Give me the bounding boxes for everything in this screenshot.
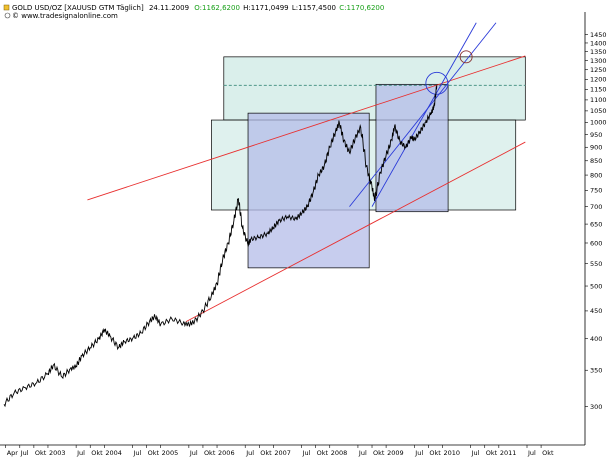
symbol-icon	[3, 4, 10, 11]
x-tick-label: 2006	[218, 449, 235, 457]
x-tick-label: Okt	[317, 449, 329, 457]
x-tick-label: Okt	[148, 449, 160, 457]
y-tick-label: 300	[590, 403, 602, 411]
x-tick-label: 2007	[274, 449, 291, 457]
y-tick-label: 850	[590, 157, 602, 165]
gold-price-line	[3, 85, 438, 408]
projection-box-upper	[223, 56, 526, 121]
y-tick-label: 1150	[590, 86, 607, 94]
x-tick-label: Jul	[527, 449, 536, 457]
y-tick-label: 1350	[590, 48, 607, 56]
blue-channel-lower	[371, 22, 477, 207]
x-tick-label: 2009	[387, 449, 404, 457]
symbol-label: GOLD USD/OZ [XAUUSD GTM Täglich]	[12, 4, 144, 12]
x-tick-label: Okt	[486, 449, 498, 457]
y-tick-label: 450	[590, 307, 602, 315]
y-tick-label: 1400	[590, 39, 607, 47]
x-tick-label: Okt	[91, 449, 103, 457]
date-label: 24.11.2009	[149, 4, 189, 12]
x-tick-label: Jul	[471, 449, 480, 457]
analysis-boxes	[211, 56, 526, 269]
x-tick-label: Jul	[132, 449, 141, 457]
y-tick-label: 650	[590, 220, 602, 228]
svg-text:GOLD USD/OZ [XAUUSD GTM Tägli: GOLD USD/OZ [XAUUSD GTM Täglich] 24.11.2…	[12, 4, 384, 12]
copyright-icon	[4, 12, 11, 19]
x-tick-label: Jul	[20, 449, 29, 457]
x-tick-label: Okt	[260, 449, 272, 457]
x-tick-label: Okt	[373, 449, 385, 457]
x-tick-label: Okt	[204, 449, 216, 457]
x-tick-label: Apr	[7, 449, 19, 457]
y-tick-label: 1100	[590, 96, 607, 104]
open-label: O:1162,6200	[194, 4, 240, 12]
y-tick-label: 700	[590, 203, 602, 211]
x-tick-label: 2008	[331, 449, 348, 457]
x-tick-label: Okt	[35, 449, 47, 457]
red-channel-upper	[87, 55, 526, 201]
intersection-circle-upper	[459, 50, 473, 64]
y-tick-label: 1050	[590, 107, 607, 115]
x-tick-label: Jul	[245, 449, 254, 457]
rally-box-2006-2008	[247, 112, 370, 269]
rally-box-2008-2009	[375, 83, 449, 213]
x-tick-label: 2011	[500, 449, 517, 457]
x-tick-label: 2010	[443, 449, 460, 457]
x-tick-label: Jul	[302, 449, 311, 457]
y-tick-label: 1250	[590, 66, 607, 74]
y-tick-label: 600	[590, 239, 602, 247]
y-tick-label: 1450	[590, 31, 607, 39]
y-tick-label: 1000	[590, 119, 607, 127]
x-tick-label: Okt	[429, 449, 441, 457]
y-tick-label: 900	[590, 144, 602, 152]
high-label: H:1171,0499	[243, 4, 288, 12]
x-tick-label: Jul	[189, 449, 198, 457]
y-tick-label: 750	[590, 187, 602, 195]
x-tick-label: Jul	[414, 449, 423, 457]
y-tick-label: 500	[590, 282, 602, 290]
x-tick-label: 2004	[105, 449, 122, 457]
close-label: C:1170,6200	[339, 4, 384, 12]
intersection-circle-main	[425, 71, 449, 95]
x-tick-label: 2003	[49, 449, 66, 457]
y-tick-label: 800	[590, 171, 602, 179]
x-tick-label: Jul	[76, 449, 85, 457]
x-tick-label: Jul	[358, 449, 367, 457]
low-label: L:1157,4500	[292, 4, 336, 12]
red-channel-lower	[185, 141, 526, 323]
x-tick-label: 2005	[162, 449, 179, 457]
y-tick-label: 400	[590, 335, 602, 343]
y-tick-label: 550	[590, 260, 602, 268]
header-info: GOLD USD/OZ [XAUUSD GTM Täglich] 24.11.2…	[3, 4, 384, 20]
y-tick-label: 350	[590, 367, 602, 375]
source-label: © www.tradesignalonline.com	[12, 12, 118, 20]
trend-channels	[87, 22, 526, 323]
y-tick-label: 1200	[590, 76, 607, 84]
price-series	[3, 85, 438, 408]
y-tick-label: 1300	[590, 57, 607, 65]
y-tick-label: 950	[590, 131, 602, 139]
axes: 300 350 400 450 500 550 600 650 700 750 800 850 900 9…	[0, 12, 607, 457]
x-tick-label: Okt	[542, 449, 554, 457]
